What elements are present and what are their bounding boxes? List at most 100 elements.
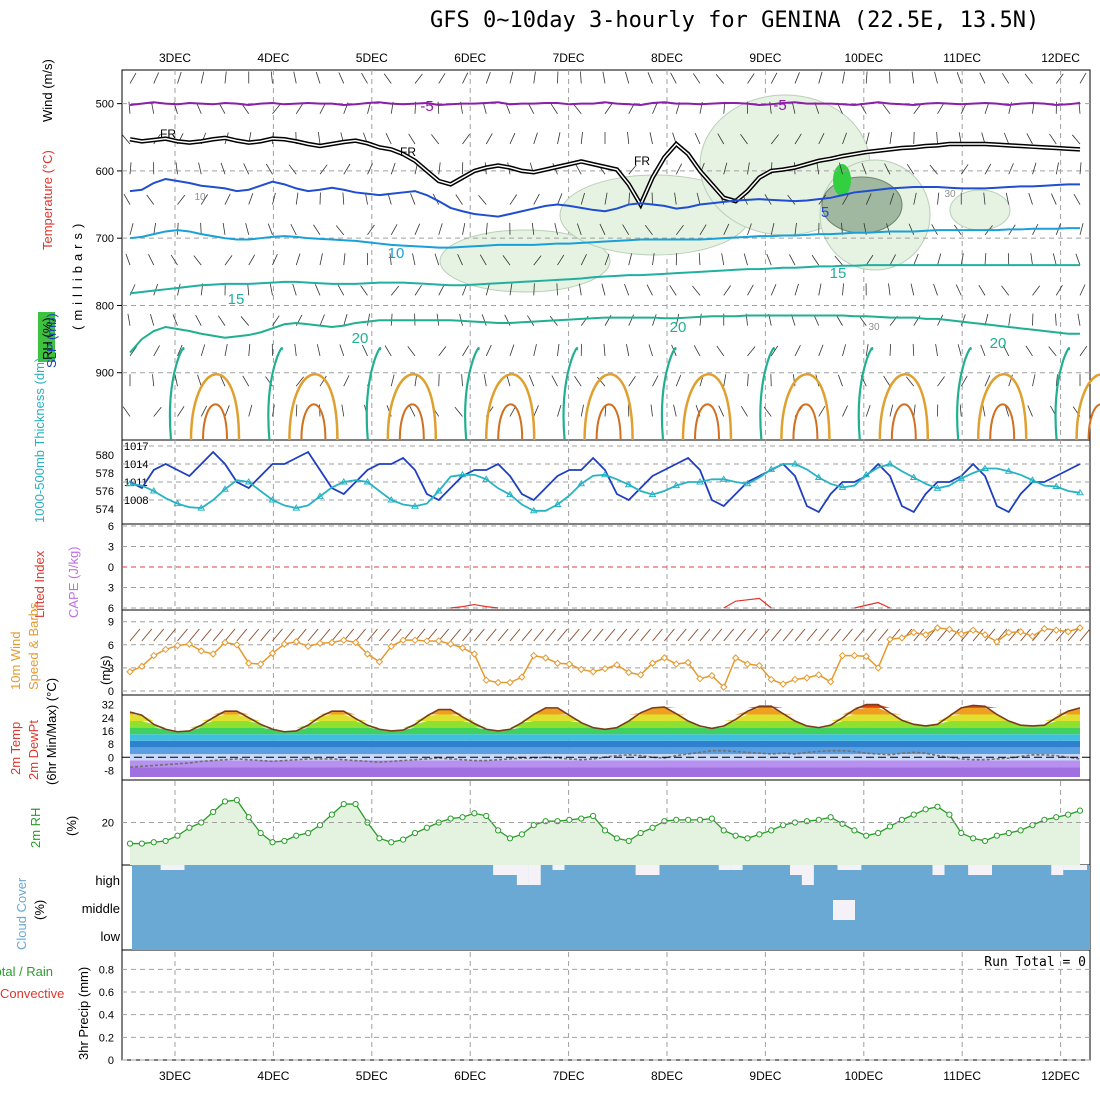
wind-barb [693,345,701,357]
wind-speed-marker [957,630,965,638]
wind-barb [622,224,630,236]
precip-units: 3hr Precip (mm) [76,967,91,1060]
wind-barb [557,132,561,145]
wind-barb [557,193,563,205]
surface-wind-barb [367,628,378,642]
wind-barb [723,223,730,235]
wind-barb [913,103,922,114]
contour-label: 20 [990,335,1007,352]
wind-barb [509,71,514,84]
wind-barb [434,253,440,266]
rh2m-marker [886,823,894,830]
wind-speed-marker [351,638,360,647]
wind-barb [293,71,297,84]
wind-barb [151,101,155,114]
wind-barb [1026,133,1033,145]
wind-barb [462,134,470,145]
wind-speed-marker [161,645,170,654]
wind-barb [740,134,748,145]
rh2m-marker [483,812,490,820]
day-label-bottom: 11DEC [943,1069,981,1083]
contour-label: FR [400,145,416,159]
wind-barb [461,374,463,387]
wind-barb [337,284,345,296]
wind-barb [957,344,962,357]
temp-contour--5 [129,101,1081,106]
surface-wind-barb [818,628,830,642]
wind-speed-marker [150,651,158,660]
temp-axis-title: 2m Temp [8,722,23,775]
wind-barb [818,405,826,417]
wind10-units: (m/s) [98,655,113,685]
cloud-axis-title: Cloud Cover [14,877,29,950]
cape-tick-label: 0 [108,562,114,574]
wind-barb [699,313,702,326]
wind-speed-marker [197,647,205,655]
rh2m-marker [340,800,347,808]
wind-barb [200,222,202,235]
wind-barb [675,313,680,326]
wind-barb [295,103,304,114]
slp-tick-label: 1017 [124,441,148,453]
rh2m-marker [625,837,632,845]
rh2m-marker [934,803,941,810]
rh2m-marker [174,832,181,839]
wind-barb [153,72,159,84]
wind-barb [747,73,755,84]
lifted-axis-title: Lifted Index [32,550,47,618]
thickness-marker [149,487,158,494]
surface-wind-barb [390,628,402,642]
wind-barb [910,283,915,296]
wind-barb [838,374,843,387]
thickness-marker [529,506,538,514]
rh2m-marker [495,827,502,834]
surface-wind-barb [557,628,568,642]
wind-barb [438,73,446,84]
wind-barb [818,71,823,84]
day-label-top: 6DEC [454,51,486,65]
cool-contour-20 [956,347,972,441]
cloud-gap-bar [1063,865,1076,870]
wind-barb [222,222,226,235]
contour-label: 30 [944,189,956,200]
rh2m-marker [281,837,288,845]
wind-barb [533,344,537,356]
wind-barb [674,192,677,205]
wind-barb [1079,162,1082,175]
cloud-gap-bar [1051,865,1064,875]
wind-barb [794,345,801,357]
surface-wind-barb [521,628,533,642]
wind-barb [580,404,584,417]
rh2m-marker [1065,811,1072,818]
wind-speed-marker [256,660,265,668]
wind-speed-marker [221,638,229,647]
rh2m-marker [970,835,977,842]
wind-speed-marker [446,640,455,648]
upper-air-axis-titles: RH (%) Temperature (°C) Wind (m/s) [38,59,55,362]
series-slp [129,450,1081,514]
wind-speed-marker [1028,632,1037,641]
cloud-gap-bar [528,865,541,885]
wind-speed-marker [1040,624,1049,633]
contour-label: 20 [670,319,687,336]
thickness-marker [672,481,681,489]
wind-barb [979,72,986,84]
wind-speed-marker [375,658,384,666]
pressure-tick-label: 900 [96,368,114,380]
wind-barb [911,71,915,84]
surface-wind-barb [248,628,260,642]
wind-barb [723,162,728,175]
wind-barb [224,255,233,266]
wind-barb [580,315,589,326]
surface-wind-barb [865,628,877,642]
wind-speed-marker [672,660,680,668]
day-label-bottom: 8DEC [651,1069,683,1083]
wind-barb [794,222,797,235]
wind-barb [172,314,178,326]
day-label-top: 8DEC [651,51,683,65]
wind-barb [699,224,707,236]
wind-barb [198,162,202,175]
wind-barb [315,71,321,84]
surface-wind-barb [1079,628,1091,642]
cloud-gap-bar [172,865,185,870]
